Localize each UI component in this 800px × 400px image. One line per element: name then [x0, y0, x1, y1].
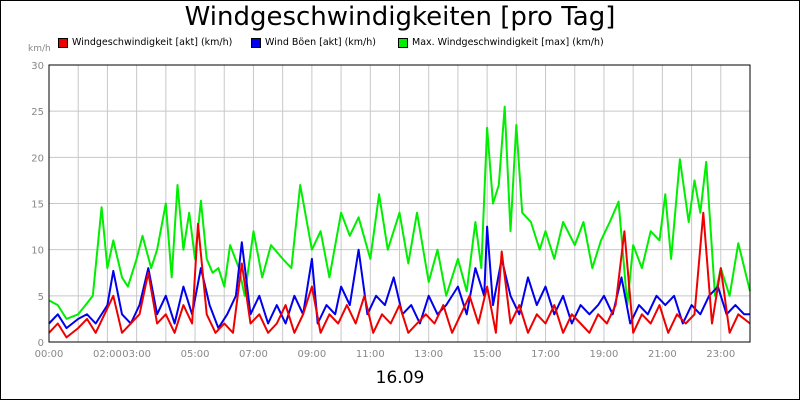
y-tick-label: 0 — [38, 338, 44, 349]
y-tick-label: 15 — [31, 200, 44, 211]
series-line-0 — [48, 105, 751, 320]
x-tick-label: 17:00 — [531, 349, 560, 360]
legend-item-wind-speed: Windgeschwindigkeit [akt] (km/h) — [58, 37, 232, 48]
plot-border — [48, 64, 751, 343]
legend-label-max-wind: Max. Windgeschwindigkeit [max] (km/h) — [412, 37, 604, 48]
series-line-2 — [48, 211, 751, 339]
x-tick-label: 00:00 — [35, 349, 64, 360]
y-tick-label: 10 — [31, 246, 44, 257]
x-tick-label: 11:00 — [356, 349, 385, 360]
y-tick-label: 25 — [31, 107, 44, 118]
x-tick-label: 02:00 — [93, 349, 122, 360]
legend-item-gusts: Wind Böen [akt] (km/h) — [251, 37, 376, 48]
y-tick-label: 5 — [38, 292, 44, 303]
legend-swatch-red — [58, 37, 68, 48]
x-tick-label: 23:00 — [706, 349, 735, 360]
x-tick-label: 05:00 — [181, 349, 210, 360]
x-tick-label: 13:00 — [414, 349, 443, 360]
y-tick-label: 20 — [31, 153, 44, 164]
legend-swatch-green — [398, 37, 408, 48]
x-tick-label: 21:00 — [648, 349, 677, 360]
y-axis-unit: km/h — [28, 44, 51, 54]
x-tick-label: 07:00 — [239, 349, 268, 360]
y-tick-label: 30 — [31, 61, 44, 72]
legend-label-gusts: Wind Böen [akt] (km/h) — [265, 37, 376, 48]
x-tick-label: 15:00 — [473, 349, 502, 360]
x-tick-label: 03:00 — [122, 349, 151, 360]
x-tick-label: 09:00 — [297, 349, 326, 360]
x-tick-label: 19:00 — [590, 349, 619, 360]
legend-label-wind-speed: Windgeschwindigkeit [akt] (km/h) — [72, 37, 233, 48]
legend-swatch-blue — [251, 37, 261, 48]
chart-title: Windgeschwindigkeiten [pro Tag] — [184, 2, 616, 32]
legend-item-max-wind: Max. Windgeschwindigkeit [max] (km/h) — [398, 37, 604, 48]
x-axis-date-label: 16.09 — [375, 368, 425, 388]
